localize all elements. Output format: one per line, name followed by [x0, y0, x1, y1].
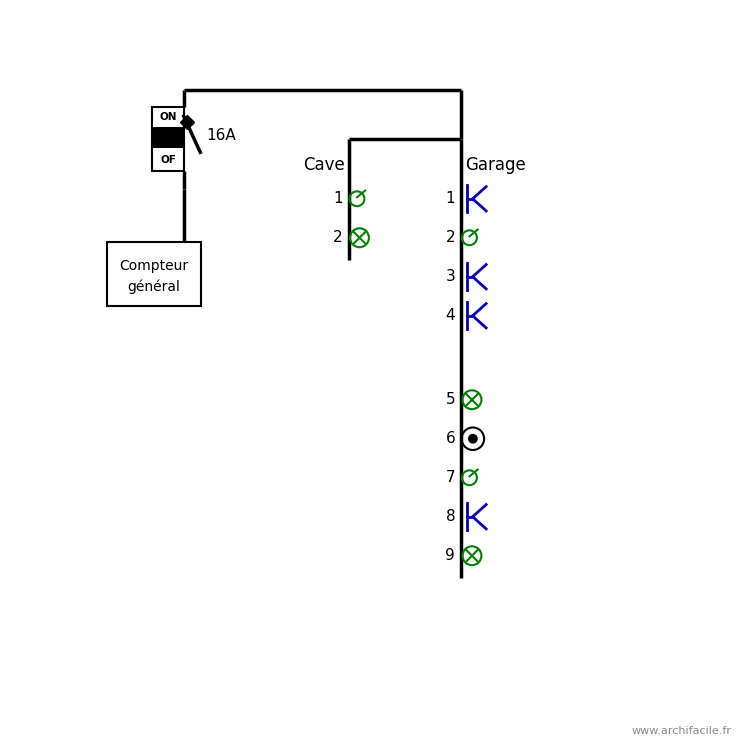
- Text: 16A: 16A: [206, 128, 236, 142]
- Text: 7: 7: [446, 470, 455, 485]
- Text: Compteur: Compteur: [119, 260, 188, 273]
- Text: Cave: Cave: [303, 156, 345, 174]
- Text: général: général: [128, 280, 180, 295]
- Bar: [152, 127, 184, 148]
- Text: 2: 2: [333, 230, 343, 245]
- Text: 6: 6: [446, 431, 455, 446]
- Text: 8: 8: [446, 509, 455, 524]
- Text: 1: 1: [446, 191, 455, 206]
- Text: 4: 4: [446, 308, 455, 323]
- Bar: [106, 242, 200, 306]
- Text: www.archifacile.fr: www.archifacile.fr: [632, 727, 731, 736]
- Text: 1: 1: [333, 191, 343, 206]
- Text: Garage: Garage: [465, 156, 526, 174]
- Text: 3: 3: [446, 269, 455, 284]
- Bar: [152, 107, 184, 171]
- Text: OF: OF: [160, 155, 176, 165]
- Text: 5: 5: [446, 392, 455, 407]
- Text: ON: ON: [159, 112, 177, 122]
- Text: 2: 2: [446, 230, 455, 245]
- Text: 9: 9: [446, 548, 455, 563]
- Circle shape: [469, 434, 477, 443]
